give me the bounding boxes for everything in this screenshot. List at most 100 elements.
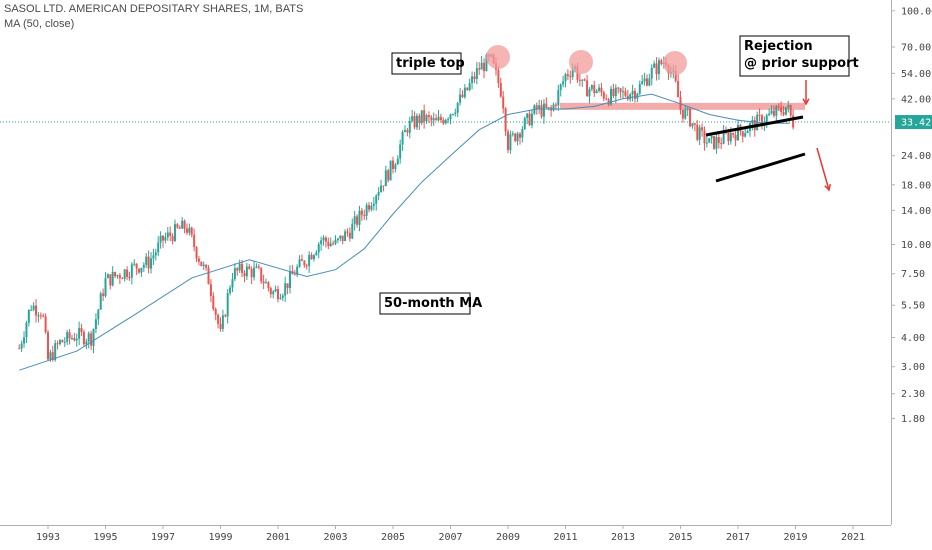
candle-body	[94, 319, 97, 330]
x-tick-label: 2003	[323, 532, 347, 543]
y-tick-label: 54.00	[901, 69, 931, 80]
candle-body	[784, 107, 787, 115]
candle-body	[473, 76, 476, 79]
candle-body	[741, 131, 744, 137]
candle-body	[327, 241, 330, 247]
candle-body	[178, 227, 181, 229]
candle-body	[281, 295, 284, 299]
candle-body	[689, 108, 692, 127]
candle-body	[324, 237, 327, 242]
x-tick-label: 2011	[553, 532, 577, 543]
candle-body	[219, 323, 222, 329]
candle-body	[377, 192, 380, 196]
candle-body	[63, 341, 66, 343]
y-tick-label: 14.00	[901, 206, 931, 217]
ma-line	[19, 93, 790, 371]
rejection-annotation-text: Rejection	[744, 39, 813, 54]
candle-body	[459, 94, 462, 103]
candle-body	[363, 215, 366, 217]
candle-body	[351, 223, 354, 239]
candle-body	[598, 87, 601, 91]
candle-body	[399, 144, 402, 159]
candle-body	[729, 133, 732, 142]
candle-body	[241, 263, 244, 273]
candle-body	[293, 274, 296, 276]
candle-body	[152, 255, 155, 259]
candle-body	[75, 338, 78, 341]
candle-body	[403, 130, 406, 133]
candle-body	[97, 309, 100, 320]
candle-body	[173, 224, 176, 241]
candle-body	[382, 185, 385, 187]
candle-body	[253, 267, 256, 278]
candle-body	[27, 309, 30, 323]
candle-body	[78, 328, 81, 339]
candle-body	[61, 340, 64, 343]
candle-body	[183, 220, 186, 229]
candle-body	[145, 256, 148, 265]
candle-body	[411, 116, 414, 121]
candle-body	[238, 263, 241, 271]
y-tick-label: 24.00	[901, 151, 931, 162]
candle-body	[677, 80, 680, 98]
wedge-upper-line	[705, 115, 804, 137]
candle-body	[269, 288, 272, 295]
candle-body	[42, 315, 45, 317]
candle-body	[471, 76, 474, 84]
candle-body	[559, 84, 562, 91]
candle-body	[607, 99, 610, 105]
x-tick-label: 2009	[496, 532, 520, 543]
y-tick-label: 2.30	[901, 389, 925, 400]
candle-body	[540, 105, 543, 117]
current-price-badge	[895, 115, 932, 130]
candle-body	[645, 78, 648, 86]
chart-title: SASOL LTD. AMERICAN DEPOSITARY SHARES, 1…	[4, 3, 304, 15]
candle-body	[497, 69, 500, 83]
candle-body	[624, 91, 627, 96]
candle-body	[401, 132, 404, 145]
candle-body	[193, 234, 196, 248]
candle-body	[705, 142, 708, 144]
candle-body	[408, 120, 411, 133]
candle-body	[154, 252, 157, 256]
candle-body	[485, 54, 488, 72]
candle-body	[140, 267, 143, 273]
candle-body	[614, 87, 617, 97]
candle-body	[449, 114, 452, 120]
candle-body	[633, 90, 636, 99]
candle-body	[260, 267, 263, 282]
candle-body	[583, 79, 586, 81]
candle-body	[341, 235, 344, 241]
candle-body	[569, 76, 572, 78]
candle-body	[248, 266, 251, 270]
candle-body	[504, 108, 507, 132]
candle-body	[284, 283, 287, 296]
candle-body	[209, 284, 212, 297]
candle-body	[538, 105, 541, 109]
candle-body	[384, 170, 387, 187]
candle-body	[200, 261, 203, 266]
candle-body	[133, 263, 136, 265]
candle-body	[195, 247, 198, 259]
candle-body	[732, 133, 735, 135]
candle-body	[368, 205, 371, 210]
candle-body	[415, 115, 418, 128]
triple-top-marker	[663, 51, 687, 75]
candle-body	[111, 271, 114, 286]
candle-body	[135, 263, 138, 269]
candle-body	[389, 160, 392, 181]
candle-body	[274, 289, 277, 292]
candle-body	[212, 296, 215, 310]
candle-body	[483, 62, 486, 72]
downtrend-arrow-head	[824, 183, 832, 192]
prior-support-zone	[560, 102, 805, 110]
candle-body	[257, 266, 260, 268]
candle-body	[305, 265, 308, 267]
candle-body	[447, 119, 450, 121]
candle-body	[214, 309, 217, 315]
candle-body	[451, 114, 454, 116]
candle-body	[358, 210, 361, 225]
candle-body	[181, 220, 184, 229]
